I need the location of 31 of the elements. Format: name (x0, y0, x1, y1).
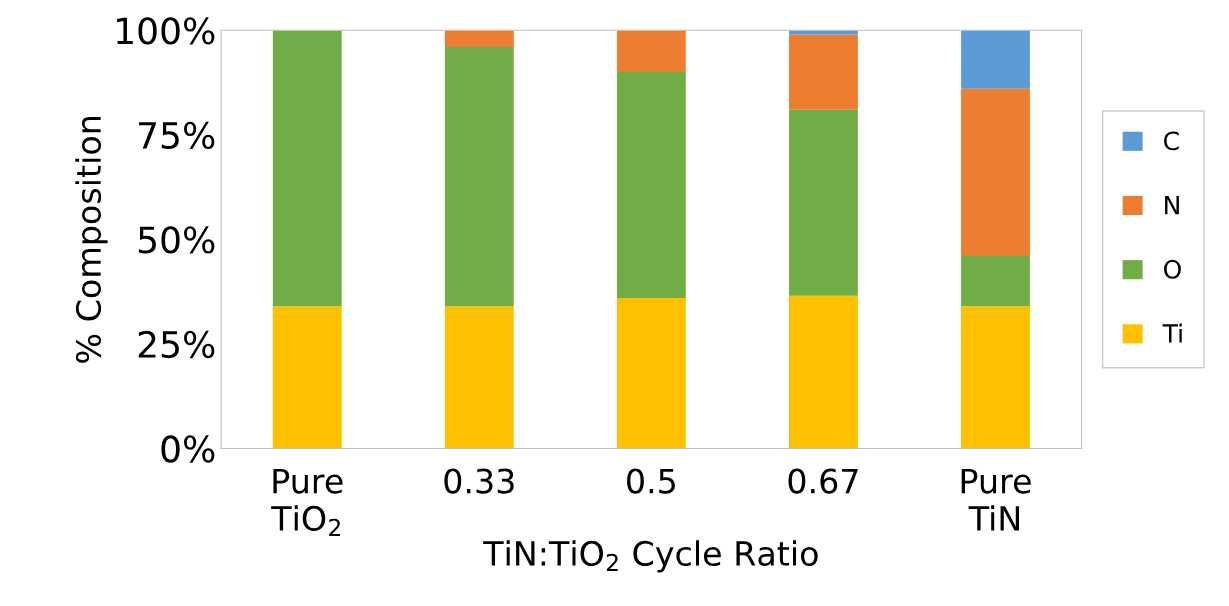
bar (961, 256, 1030, 307)
bar (616, 297, 686, 449)
y-tick-label: 25% (138, 330, 215, 359)
bar (616, 30, 686, 73)
bar (789, 34, 858, 110)
y-tick-label: 75% (139, 121, 215, 150)
bar (961, 30, 1030, 89)
bar (272, 306, 342, 449)
legend-label: N (1165, 195, 1179, 215)
y-tick-label: 100% (117, 17, 215, 45)
bar (961, 306, 1030, 449)
bar (789, 295, 858, 449)
y-tick-label: 0% (161, 435, 215, 463)
bar (272, 30, 342, 307)
legend-label: Ti (1162, 323, 1182, 343)
bar (616, 72, 686, 298)
bar (444, 47, 514, 307)
x-tick-label: 0.33 (444, 468, 514, 494)
x-tick-label: Pure TiO$_{2}$ (271, 468, 343, 536)
bar (789, 109, 858, 296)
y-axis-title: % Composition (75, 116, 108, 363)
y-tick-label: 50% (138, 226, 215, 254)
x-tick-label: 0.5 (627, 468, 675, 494)
x-tick-label: Pure TiN (961, 468, 1031, 531)
legend-label: C (1164, 131, 1179, 151)
bar (444, 306, 514, 449)
bar (444, 30, 514, 48)
legend-label: O (1164, 259, 1181, 279)
x-axis-title: TiN:TiO$_{2}$ Cycle Ratio (483, 540, 818, 573)
x-tick-label: 0.67 (788, 468, 858, 494)
bar (961, 88, 1030, 257)
